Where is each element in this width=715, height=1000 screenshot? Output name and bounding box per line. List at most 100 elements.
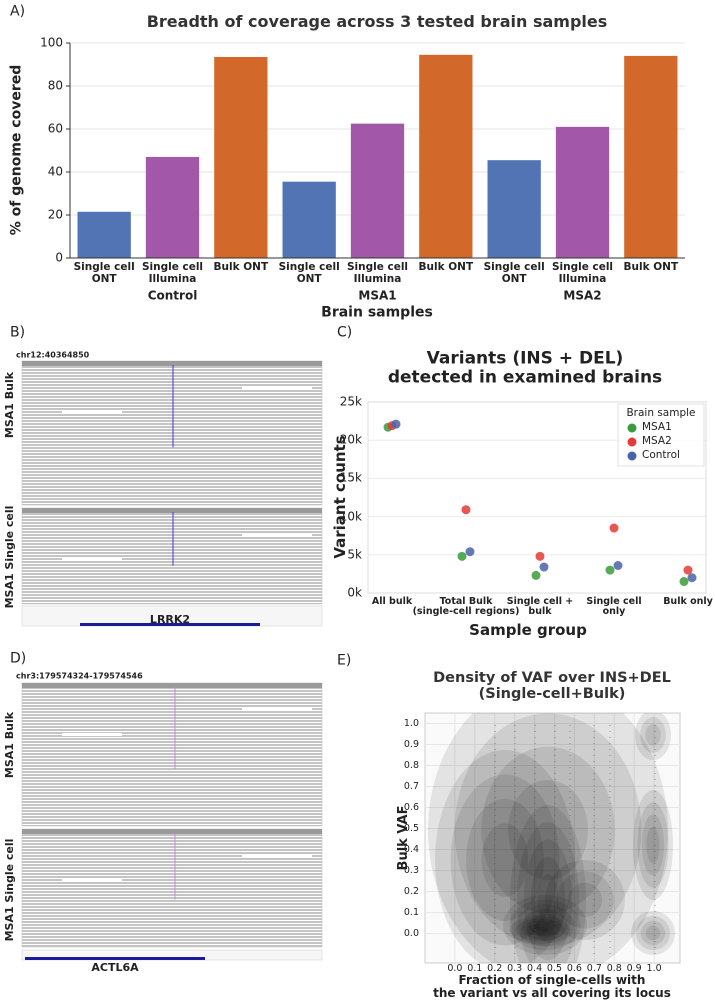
legend-label: MSA1: [642, 421, 672, 434]
x-tick-label: 1.0: [646, 962, 662, 974]
x-tick-label: 0.5: [546, 962, 563, 974]
x-tick-label: 0.6: [566, 962, 582, 974]
plot-background: [424, 712, 681, 964]
density-contour: [428, 713, 668, 963]
density-contour: [646, 826, 660, 864]
density-contour: [645, 925, 661, 941]
igv-track: [21, 828, 323, 948]
density-contour: [635, 915, 671, 951]
density-contour: [508, 780, 588, 880]
igv-locus: chr3:179574324-179574546: [16, 671, 143, 681]
point: [605, 565, 615, 575]
x-tick-label: Single cell ONT: [73, 261, 135, 285]
plot-frame: [367, 401, 707, 594]
x-tick-label: 0.7: [586, 962, 602, 974]
y-tick-label: 15k: [339, 470, 362, 485]
igv-locus: chr12:40364850: [16, 350, 90, 360]
legend-title: Brain sample: [626, 407, 696, 420]
igv-coverage: [22, 683, 322, 688]
y-tick-label: 40: [47, 164, 63, 179]
density-contour: [435, 750, 575, 963]
igv-gene: [25, 957, 205, 960]
bar: [555, 126, 610, 258]
density-contour: [645, 724, 661, 746]
group-label: MSA1: [358, 288, 397, 303]
y-tick-label: 0.6: [403, 801, 419, 813]
density-contour: [545, 860, 625, 940]
density-contour: [556, 871, 614, 929]
y-tick-label: 20: [47, 207, 63, 222]
panel-label: B): [10, 324, 26, 341]
density-contour: [526, 923, 554, 937]
bar: [282, 181, 336, 258]
density-contour: [515, 904, 575, 946]
x-tick-label: 0.8: [606, 962, 622, 974]
point: [457, 551, 467, 561]
igv-track-label: MSA1 Single cell: [2, 838, 16, 942]
igv-track: [21, 682, 323, 827]
y-tick-label: 0.2: [403, 885, 419, 897]
density-contour: [510, 805, 586, 963]
igv-track: [21, 360, 323, 506]
legend-marker: [627, 437, 637, 447]
igv-gap: [62, 411, 122, 414]
density-contour: [516, 822, 580, 963]
y-tick-label: 0.8: [403, 759, 419, 771]
density-contour: [567, 882, 603, 918]
density-contour: [509, 899, 581, 951]
density-contour: [641, 814, 665, 876]
igv-gap: [62, 733, 122, 736]
panel-label: A): [10, 3, 26, 20]
y-tick-label: 0.3: [403, 864, 419, 876]
x-tick-label: 0.9: [626, 962, 642, 974]
igv-coverage: [22, 829, 322, 834]
density-contour: [640, 717, 666, 753]
density-contour: [637, 802, 669, 888]
chart-title: Breadth of coverage across 3 tested brai…: [146, 12, 608, 32]
y-tick-label: 5k: [347, 547, 362, 562]
y-tick-label: 0k: [347, 585, 362, 600]
x-tick-label: Bulk only: [663, 596, 713, 607]
density: [428, 713, 675, 963]
density-contour: [631, 911, 675, 955]
igv-gene-label: ACTL6A: [91, 960, 139, 974]
x-tick-label: Total Bulk (single-cell regions): [412, 596, 520, 618]
density-contour: [537, 874, 559, 926]
point: [679, 577, 689, 587]
density-contour: [454, 713, 642, 947]
x-tick-label: All bulk: [371, 596, 413, 607]
point: [531, 570, 541, 580]
density-contour: [633, 790, 673, 900]
density-contour: [466, 798, 544, 922]
x-tick-label: Bulk ONT: [623, 261, 679, 273]
bar: [487, 160, 541, 258]
bar: [145, 156, 200, 258]
point: [539, 562, 549, 572]
y-tick-label: 0: [55, 250, 63, 265]
density-contour: [640, 920, 666, 946]
point: [391, 419, 401, 429]
y-axis-label: Variant counts: [330, 435, 349, 559]
density-contour: [531, 926, 549, 934]
density-contour: [635, 713, 671, 760]
panel-label: C): [337, 324, 353, 341]
x-tick-label: Single cell Illumina: [551, 261, 614, 285]
y-axis-label: % of genome covered: [8, 64, 25, 236]
bar: [77, 211, 131, 258]
density-contour: [503, 895, 587, 955]
bar: [624, 55, 678, 259]
igv-gene: [80, 623, 260, 626]
group-label: Control: [147, 288, 198, 303]
igv-coverage: [22, 508, 322, 513]
x-tick-label: Single cell only: [586, 596, 642, 618]
y-tick-label: 20k: [339, 432, 362, 447]
density-contour: [530, 856, 566, 944]
group-label: MSA2: [563, 288, 602, 303]
igv-gap: [242, 533, 312, 536]
legend-marker: [627, 423, 637, 433]
x-tick-label: Single cell ONT: [483, 261, 545, 285]
chart-title: Density of VAF over INS+DEL (Single-cell…: [433, 670, 671, 702]
igv-gap: [242, 854, 312, 857]
